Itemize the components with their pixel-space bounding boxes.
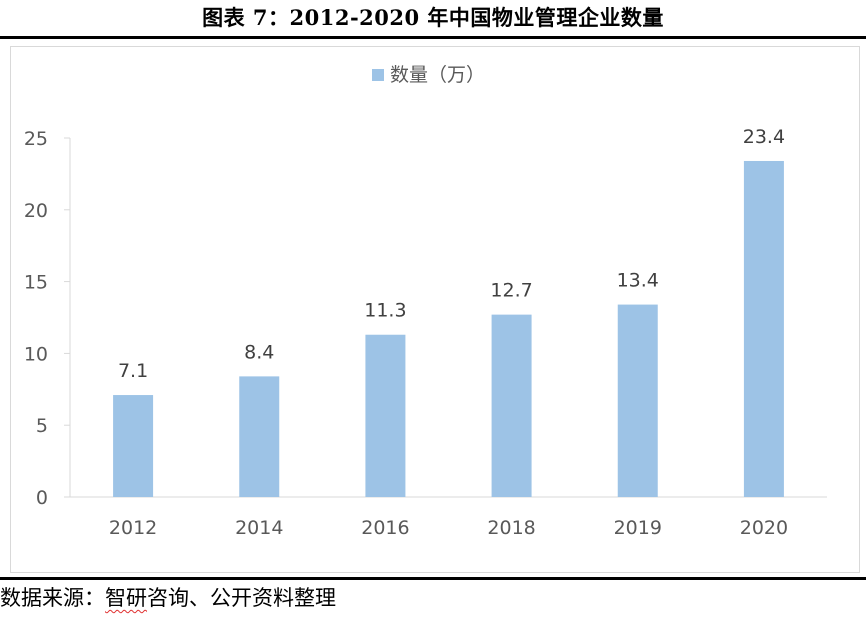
bar-series	[113, 160, 784, 497]
figure-title: 图表 7：2012-2020 年中国物业管理企业数量	[202, 5, 664, 30]
x-tick-label-2019: 2019	[614, 517, 662, 539]
source-prefix: 数据来源：	[0, 586, 105, 610]
bar-2014	[239, 376, 280, 497]
data-labels: 7.1 8.4 11.3 12.7 13.4 23.4	[118, 126, 785, 382]
legend-label: 数量（万）	[390, 64, 485, 86]
bar-2020	[743, 160, 784, 497]
x-tick-label-2012: 2012	[109, 517, 157, 539]
bottom-rule	[0, 577, 866, 580]
data-label-2020: 23.4	[743, 126, 785, 148]
x-tick-label-2014: 2014	[235, 517, 283, 539]
legend-swatch	[372, 69, 384, 81]
source-rest: 咨询、公开资料整理	[147, 586, 336, 610]
y-tick-label: 20	[24, 200, 48, 222]
data-label-2012: 7.1	[118, 360, 148, 382]
bar-2019	[617, 304, 658, 497]
top-rule	[0, 36, 866, 39]
source-name: 智研	[105, 586, 147, 610]
data-label-2019: 13.4	[617, 270, 659, 292]
x-tick-label-2016: 2016	[361, 517, 409, 539]
bar-2016	[365, 334, 406, 497]
chart-legend: 数量（万）	[372, 64, 485, 86]
source-note: 数据来源：智研咨询、公开资料整理	[0, 584, 336, 612]
x-axis: 2012 2014 2016 2018 2019 2020	[70, 496, 827, 539]
bar-2012	[113, 395, 154, 497]
data-label-2014: 8.4	[244, 341, 274, 363]
y-tick-label: 15	[24, 272, 48, 294]
data-label-2016: 11.3	[364, 300, 406, 322]
y-tick-label: 10	[24, 343, 48, 365]
y-tick-label: 0	[36, 487, 48, 509]
y-axis: 0 5 10 15 20 25	[24, 128, 71, 509]
y-tick-label: 25	[24, 128, 48, 150]
y-tick-label: 5	[36, 415, 48, 437]
x-tick-label-2018: 2018	[487, 517, 535, 539]
data-label-2018: 12.7	[490, 280, 532, 302]
bar-2018	[491, 314, 532, 497]
x-tick-label-2020: 2020	[740, 517, 788, 539]
